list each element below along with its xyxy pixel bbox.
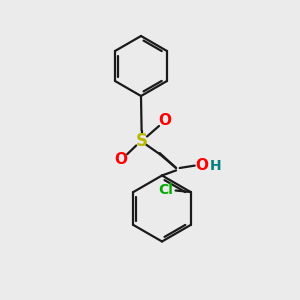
- Text: O: O: [158, 113, 172, 128]
- Text: O: O: [195, 158, 208, 173]
- Text: O: O: [115, 152, 128, 167]
- Text: H: H: [210, 159, 221, 172]
- Text: Cl: Cl: [158, 183, 173, 196]
- Text: S: S: [136, 132, 148, 150]
